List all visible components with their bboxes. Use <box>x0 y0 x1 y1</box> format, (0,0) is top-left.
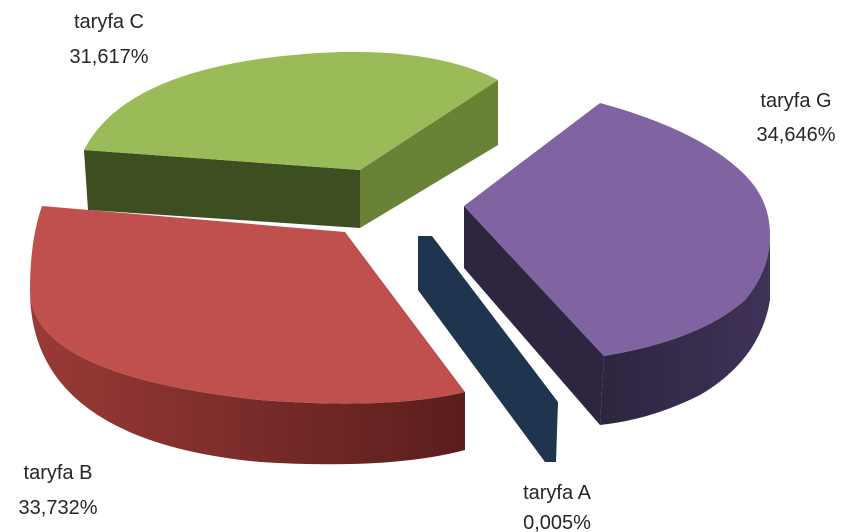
slice-taryfa-g <box>464 103 770 425</box>
label-taryfa-g-name: taryfa G <box>760 90 831 112</box>
label-taryfa-g-value: 34,646% <box>757 124 836 146</box>
label-taryfa-a-value: 0,005% <box>523 512 591 532</box>
slice-taryfa-b-top <box>30 206 465 404</box>
slice-taryfa-c-front <box>84 150 360 228</box>
slice-taryfa-a <box>418 236 558 462</box>
slice-taryfa-c-top <box>84 51 498 170</box>
label-taryfa-b-name: taryfa B <box>24 462 93 484</box>
label-taryfa-a-name: taryfa A <box>523 482 591 504</box>
slice-taryfa-g-side-left <box>464 206 604 425</box>
slice-taryfa-c-side <box>360 80 498 228</box>
slice-taryfa-c <box>84 51 498 228</box>
slice-taryfa-b-side <box>30 290 465 465</box>
label-taryfa-b-value: 33,732% <box>19 497 98 519</box>
label-taryfa-c-name: taryfa C <box>74 11 144 33</box>
label-taryfa-c-value: 31,617% <box>70 46 149 68</box>
slice-taryfa-b <box>30 206 465 465</box>
slice-taryfa-g-side <box>600 235 770 425</box>
slice-taryfa-g-top <box>464 103 770 356</box>
